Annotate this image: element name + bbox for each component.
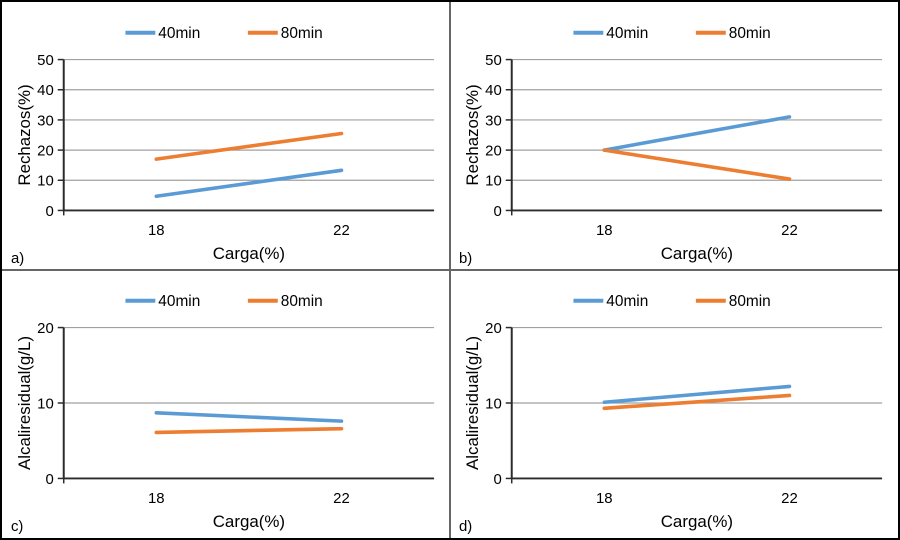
series-line-40min (602, 384, 792, 405)
y-tick-label: 10 (485, 396, 502, 412)
series-line-40min (154, 168, 344, 199)
x-tick-label: 22 (333, 491, 350, 507)
y-tick-label: 30 (37, 113, 54, 129)
y-tick-label: 50 (37, 53, 54, 69)
legend-label-80min: 80min (729, 25, 771, 42)
y-tick-label: 0 (493, 472, 501, 488)
series-line-80min (154, 426, 344, 435)
panel-letter: a) (11, 251, 24, 267)
legend-label-40min: 40min (606, 293, 648, 310)
line-chart-rechazos-a: 0 10 20 30 40 50 18 22 Carga(%) Rechazos(%) 40min 8… (11, 25, 435, 267)
line-chart-alcali-c: 0 10 20 18 22 Carga(%) Alcaliresidual(g/L) 40mi… (11, 293, 435, 535)
x-tick-label: 18 (148, 491, 165, 507)
y-axis-title: Rechazos(%) (463, 84, 482, 185)
y-tick-label: 0 (45, 472, 53, 488)
y-axis-title: Rechazos(%) (15, 84, 34, 185)
y-tick-label: 50 (485, 53, 502, 69)
legend-label-40min: 40min (158, 293, 200, 310)
x-tick-label: 18 (596, 223, 613, 239)
y-tick-label: 40 (485, 83, 502, 99)
x-axis-title: Carga(%) (661, 244, 733, 263)
legend-label-80min: 80min (281, 293, 323, 310)
legend-label-80min: 80min (281, 25, 323, 42)
chart-panel-b: 0 10 20 30 40 50 18 22 Carga(%) Rechazos(%) 40min 8… (450, 2, 898, 270)
line-chart-rechazos-b: 0 10 20 30 40 50 18 22 Carga(%) Rechazos(%) 40min 8… (459, 25, 883, 267)
line-chart-alcali-d: 0 10 20 18 22 Carga(%) Alcaliresidual(g/L) 40mi… (459, 293, 883, 535)
y-tick-label: 30 (485, 113, 502, 129)
x-tick-label: 22 (781, 491, 798, 507)
panel-letter: d) (459, 519, 472, 535)
chart-panel-a: 0 10 20 30 40 50 18 22 Carga(%) Rechazos(%) 40min 8… (2, 2, 450, 270)
legend-label-40min: 40min (606, 25, 648, 42)
series-line-80min (154, 131, 344, 161)
chart-panel-c: 0 10 20 18 22 Carga(%) Alcaliresidual(g/L) 40mi… (2, 270, 450, 538)
y-tick-label: 40 (37, 83, 54, 99)
y-tick-label: 0 (45, 204, 53, 220)
y-tick-label: 0 (493, 204, 501, 220)
panel-letter: b) (459, 251, 472, 267)
x-axis-title: Carga(%) (213, 244, 285, 263)
series-line-40min (602, 115, 792, 152)
legend-label-80min: 80min (729, 293, 771, 310)
panel-divider-horizontal (2, 269, 898, 271)
y-tick-label: 10 (37, 174, 54, 190)
y-tick-label: 20 (485, 321, 502, 337)
x-axis-title: Carga(%) (213, 512, 285, 531)
x-tick-label: 18 (596, 491, 613, 507)
y-axis-title: Alcaliresidual(g/L) (15, 336, 34, 470)
legend-label-40min: 40min (158, 25, 200, 42)
x-tick-label: 22 (781, 223, 798, 239)
x-tick-label: 22 (333, 223, 350, 239)
series-line-80min (602, 148, 792, 181)
chart-panel-d: 0 10 20 18 22 Carga(%) Alcaliresidual(g/L) 40mi… (450, 270, 898, 538)
y-tick-label: 10 (37, 396, 54, 412)
y-tick-label: 20 (485, 144, 502, 160)
y-axis-title: Alcaliresidual(g/L) (463, 336, 482, 470)
x-axis-title: Carga(%) (661, 512, 733, 531)
x-tick-label: 18 (148, 223, 165, 239)
y-tick-label: 20 (37, 321, 54, 337)
series-line-40min (154, 411, 344, 423)
y-tick-label: 10 (485, 174, 502, 190)
y-tick-label: 20 (37, 144, 54, 160)
panel-letter: c) (11, 519, 23, 535)
series-line-80min (602, 393, 792, 411)
